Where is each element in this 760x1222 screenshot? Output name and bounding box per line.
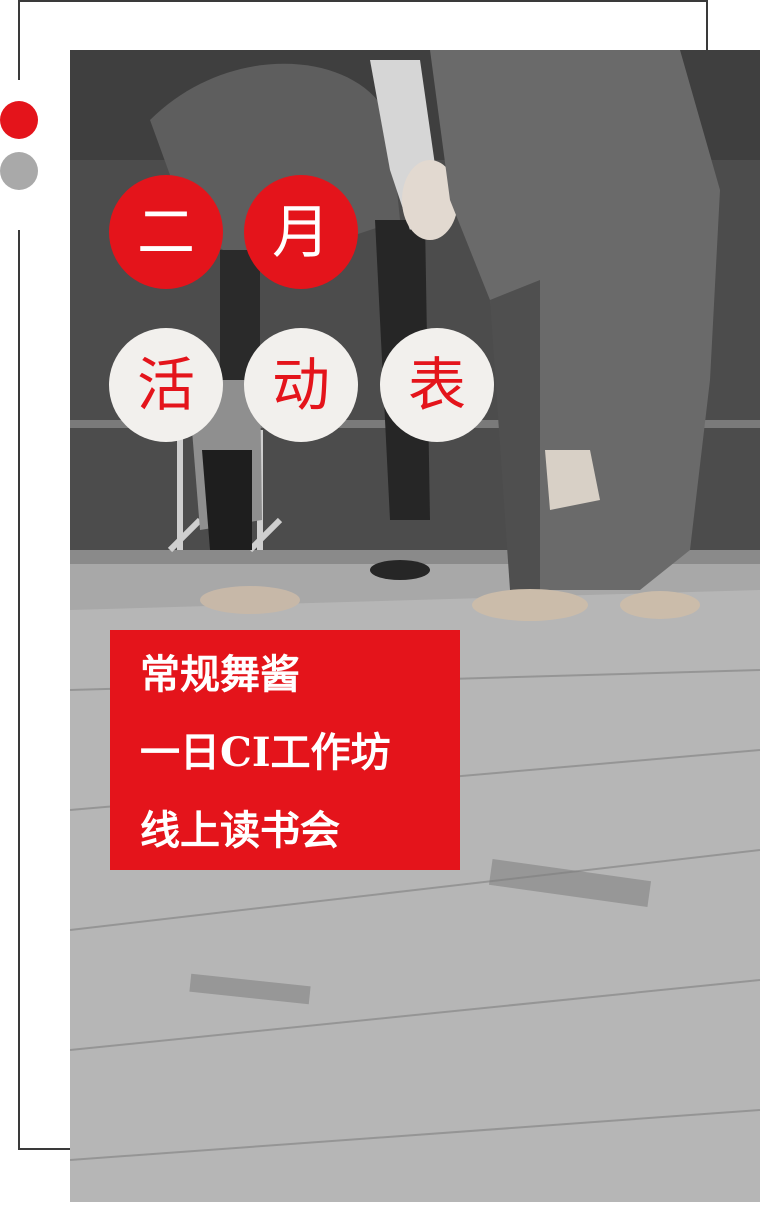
gray-dot-icon [0,152,38,190]
title-char-yue: 月 [244,175,358,289]
title-char-huo: 活 [109,328,223,442]
title-char-dong: 动 [244,328,358,442]
activity-item: 线上读书会 [140,808,340,854]
activity-list: 常规舞酱 一日CI工作坊 线上读书会 [110,630,460,870]
dance-photo [70,50,760,1202]
activity-item: 常规舞酱 [140,652,300,698]
title-char-er: 二 [109,175,223,289]
activity-item: 一日CI工作坊 [140,729,391,776]
title-char-biao: 表 [380,328,494,442]
red-dot-icon [0,101,38,139]
